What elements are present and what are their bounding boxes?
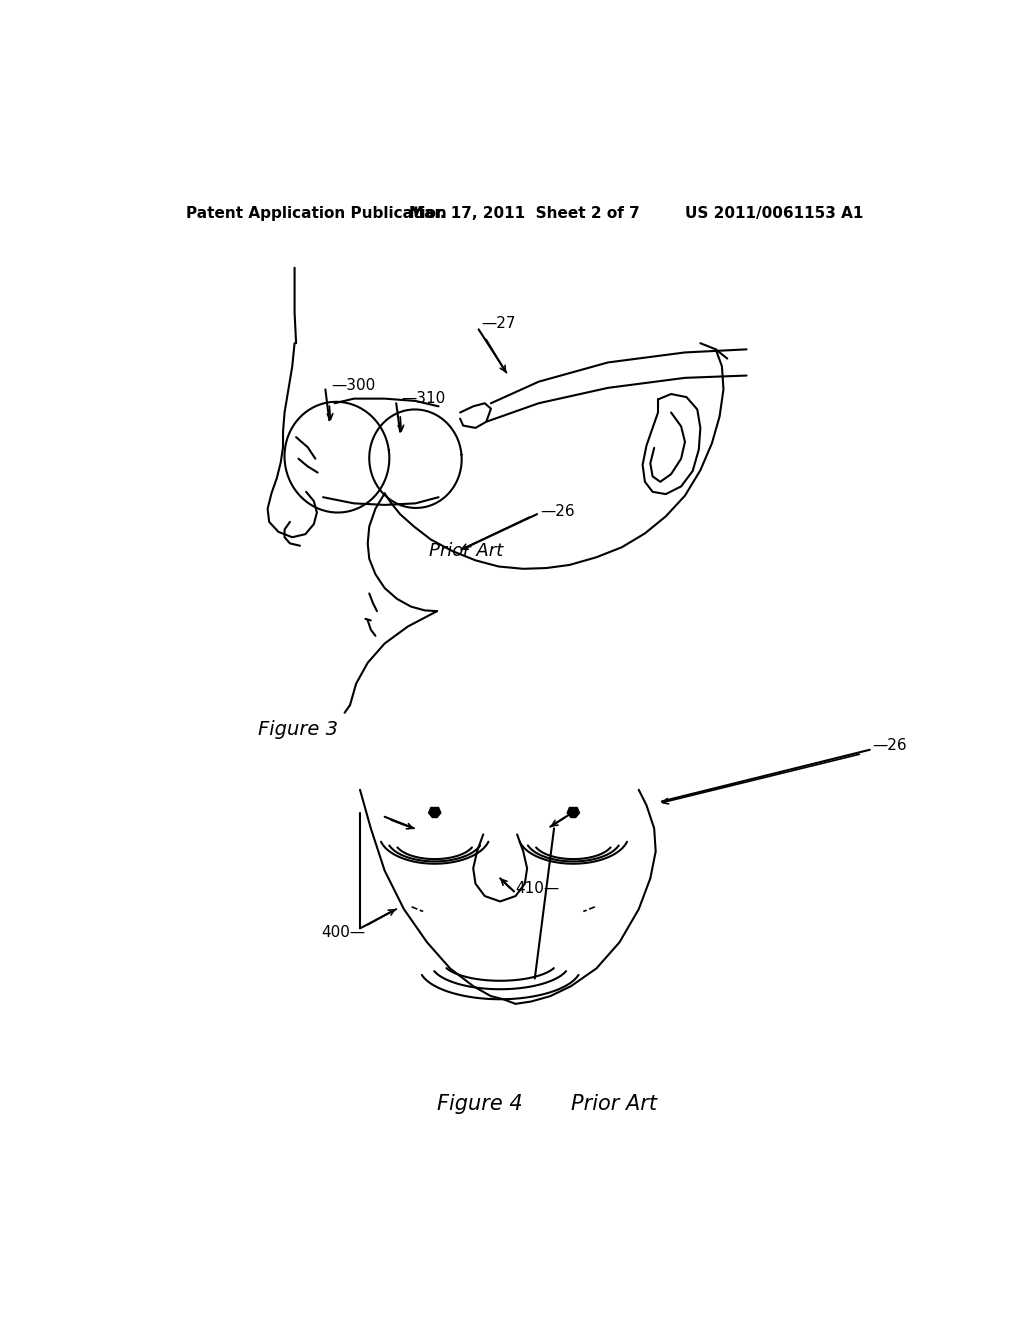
- Text: —27: —27: [481, 317, 515, 331]
- Text: —310: —310: [401, 391, 445, 407]
- Text: US 2011/0061153 A1: US 2011/0061153 A1: [685, 206, 863, 222]
- Text: Mar. 17, 2011  Sheet 2 of 7: Mar. 17, 2011 Sheet 2 of 7: [410, 206, 640, 222]
- Text: —26: —26: [541, 503, 574, 519]
- Text: 410—: 410—: [515, 880, 560, 896]
- Text: Patent Application Publication: Patent Application Publication: [186, 206, 446, 222]
- Text: Figure 4: Figure 4: [437, 1094, 522, 1114]
- Text: Figure 3: Figure 3: [258, 721, 338, 739]
- Text: —26: —26: [872, 738, 906, 754]
- Text: —300: —300: [331, 378, 375, 393]
- Text: Prior Art: Prior Art: [429, 543, 504, 560]
- Polygon shape: [429, 808, 441, 817]
- Text: Prior Art: Prior Art: [571, 1094, 657, 1114]
- Text: 400—: 400—: [322, 925, 366, 940]
- Polygon shape: [567, 808, 580, 817]
